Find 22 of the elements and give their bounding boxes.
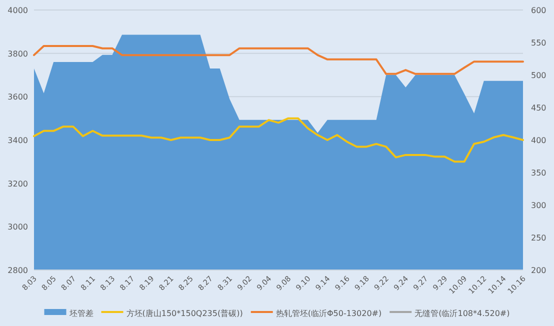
y2-tick-label: 450 (531, 104, 546, 112)
y2-tick-label: 200 (531, 266, 546, 275)
legend-label: 方坯(唐山150*150Q235(普碳)) (126, 309, 243, 318)
line-series (33, 44, 524, 75)
y-tick-label: 4000 (8, 6, 28, 15)
legend-label: 热轧管坯(临沂Φ50-13020#) (276, 309, 382, 318)
legend-label: 坯管差 (68, 309, 94, 318)
y2-tick-label: 400 (531, 136, 546, 145)
y-tick-label: 3800 (8, 49, 28, 58)
y2-tick-label: 600 (531, 6, 546, 15)
y-tick-label: 3000 (8, 222, 28, 232)
y-tick-label: 2800 (8, 266, 28, 275)
y-tick-label: 3200 (8, 179, 28, 188)
line-series (33, 117, 524, 163)
legend-label: 无缝管(临沂108*4.520#) (414, 309, 510, 318)
y2-tick-label: 250 (531, 234, 546, 242)
y-tick-label: 3400 (8, 136, 28, 145)
y2-tick-label: 550 (531, 38, 546, 48)
y-tick-label: 3600 (8, 92, 28, 102)
y2-tick-label: 350 (531, 168, 546, 178)
y2-tick-label: 500 (531, 71, 546, 80)
y2-tick-label: 300 (531, 201, 546, 210)
